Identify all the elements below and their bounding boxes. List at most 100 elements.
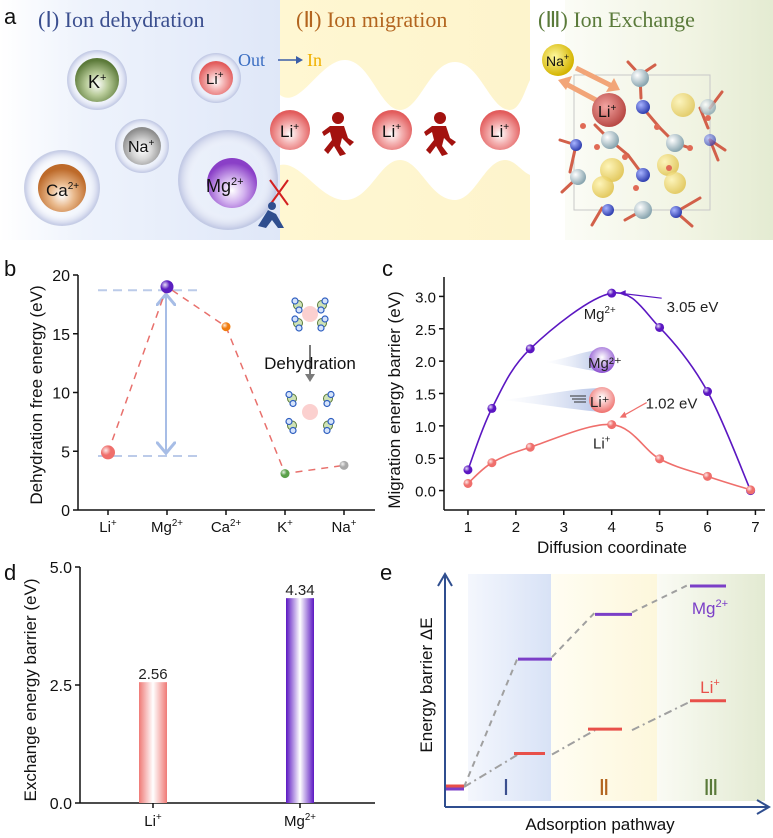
water-hydrogen [285, 390, 293, 399]
central-ion [302, 306, 318, 322]
water-hydrogen [317, 306, 325, 314]
x-tick-label: Mg2+ [151, 518, 183, 536]
y-tick-label: 5 [61, 444, 70, 461]
data-point-highlight [655, 454, 665, 464]
peak-label-mg: 3.05 eV [667, 299, 719, 316]
y-tick-label: 0 [61, 503, 70, 520]
exchange-li [592, 93, 626, 127]
chart-c: c Migration energy barrier (eV) Diffusio… [382, 256, 765, 557]
x-tick-label: Na+ [332, 518, 357, 536]
bar-data-label: 2.56 [138, 666, 167, 683]
data-point-highlight [101, 445, 115, 460]
li-connector [551, 729, 596, 756]
inset-li-label: Li⁺ [590, 394, 610, 411]
running-person-icon [424, 112, 456, 156]
data-point-highlight [655, 322, 665, 332]
x-tick-label: Mg2+ [284, 812, 316, 830]
panel-b-letter: b [4, 256, 16, 281]
y-tick-label: 15 [52, 327, 70, 344]
migration-li-3-label: Li+ [490, 122, 509, 141]
water-hydrogen [321, 315, 329, 323]
water-hydrogen [327, 390, 335, 399]
peak-label-li: 1.02 eV [646, 396, 698, 413]
stage-3-bg [657, 574, 765, 801]
x-tick-label: 4 [608, 519, 616, 536]
crystal-structure [558, 60, 727, 228]
data-point-highlight [525, 442, 535, 452]
y-tick-label: 1.0 [415, 419, 436, 436]
ion-li [191, 53, 241, 103]
panel-d-letter: d [4, 560, 16, 585]
bar-li [139, 682, 167, 803]
ion-mg [178, 130, 278, 230]
migration-li-1-label: Li+ [280, 122, 299, 141]
exchange-arrows [564, 65, 614, 103]
migration-inset: Mg²⁺ Li⁺ [502, 347, 622, 413]
data-point-highlight [703, 387, 713, 397]
li-connector [463, 753, 519, 788]
y-tick-label: 2.0 [415, 354, 436, 371]
x-tick-label: 3 [560, 519, 568, 536]
x-tick-label: 6 [703, 519, 711, 536]
section-1-title: (Ⅰ) Ion dehydration [38, 7, 205, 32]
water-hydrogen [321, 297, 329, 305]
data-point-highlight [607, 288, 617, 298]
chart-c-xlabel: Diffusion coordinate [537, 538, 687, 557]
data-point-highlight [607, 420, 617, 430]
ion-ca-label: Ca2+ [46, 181, 79, 200]
chart-e-xlabel: Adsorption pathway [525, 815, 675, 834]
data-point-highlight [463, 465, 473, 475]
migration-li-3 [480, 110, 520, 150]
series-label-mg: Mg2+ [584, 305, 616, 323]
panel-a-letter: a [4, 4, 17, 29]
inset-mg-label: Mg²⁺ [588, 355, 622, 372]
water-hydrogen [323, 426, 331, 435]
data-point-highlight [339, 460, 349, 470]
water-hydrogen [327, 417, 335, 426]
water-hydrogen [291, 297, 299, 305]
e-axes [437, 572, 771, 815]
panel-a: a (Ⅰ) Ion dehydration (Ⅱ) Ion migration … [0, 0, 773, 240]
water-hydrogen [295, 324, 303, 332]
migration-li-1 [270, 110, 310, 150]
series-label-li: Li+ [700, 677, 720, 697]
dehydration-label: Dehydration [264, 354, 356, 373]
exchange-li-label: Li+ [598, 103, 616, 121]
blocked-person-icon [258, 202, 284, 228]
section-2-title: (Ⅱ) Ion migration [296, 7, 447, 32]
y-tick-label: 0.0 [50, 796, 72, 813]
section-3-title: (Ⅲ) Ion Exchange [538, 7, 695, 32]
y-tick-label: 2.5 [50, 678, 72, 695]
peak-arrow-li [621, 402, 647, 418]
water-hydrogen [285, 417, 293, 426]
water-hydrogen [317, 324, 325, 332]
x-tick-label: K+ [277, 518, 293, 536]
migration-li-2 [372, 110, 412, 150]
bar-data-label: 4.34 [285, 582, 314, 599]
chart-d-ylabel: Exchange energy barrier (eV) [21, 578, 40, 801]
water-hydrogen [323, 399, 331, 408]
x-tick-label: Li+ [99, 518, 117, 536]
data-point-highlight [463, 478, 473, 488]
running-person-icon [322, 112, 354, 156]
migration-li-2-label: Li+ [382, 122, 401, 141]
ion-ca [24, 150, 100, 226]
y-tick-label: 2.5 [415, 322, 436, 339]
data-point-highlight [746, 485, 756, 495]
panel-e-letter: e [380, 560, 392, 585]
dehydration-inset: Dehydration [264, 297, 356, 435]
y-tick-label: 5.0 [50, 560, 72, 577]
x-tick-label: Ca2+ [211, 518, 242, 536]
water-hydrogen [291, 315, 299, 323]
peak-arrowhead-mg [618, 290, 626, 297]
ion-li-label: Li+ [206, 70, 224, 88]
stage-label-2: Ⅱ [599, 775, 610, 800]
exchange-na [542, 44, 574, 76]
water-hydrogen [289, 426, 297, 435]
in-label: In [307, 50, 322, 70]
peak-arrowhead-li [619, 411, 627, 418]
chart-d: d Exchange energy barrier (eV) 0.0 2.5 5.0… [4, 560, 375, 830]
x-tick-label: 5 [655, 519, 663, 536]
data-point-highlight [160, 280, 174, 294]
